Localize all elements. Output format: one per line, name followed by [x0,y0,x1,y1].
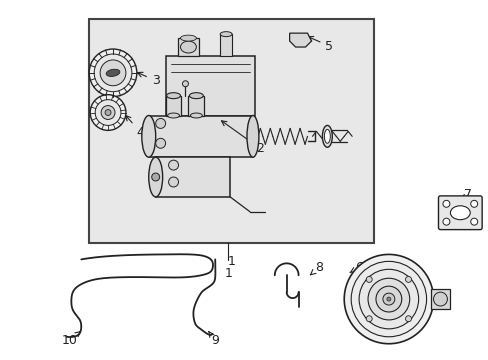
Circle shape [442,201,449,207]
Bar [89,19,373,243]
Circle shape [366,276,371,282]
Text: 2: 2 [221,121,264,155]
Circle shape [366,316,371,322]
Circle shape [405,276,411,282]
Text: 4: 4 [125,116,144,139]
Ellipse shape [106,69,120,76]
Circle shape [367,278,409,320]
Circle shape [168,177,178,187]
Ellipse shape [142,116,155,157]
Ellipse shape [449,206,469,220]
Text: 6: 6 [349,261,362,274]
FancyBboxPatch shape [438,196,481,230]
Circle shape [470,201,477,207]
Circle shape [382,293,394,305]
Circle shape [90,95,126,130]
Circle shape [350,261,426,337]
Ellipse shape [324,129,330,143]
Circle shape [182,81,188,87]
Bar [177,38,199,56]
Bar [148,116,252,157]
Ellipse shape [180,35,196,41]
Circle shape [375,286,401,312]
Bar [429,289,449,309]
Text: 1: 1 [228,255,236,268]
Circle shape [405,316,411,322]
Text: 7: 7 [460,188,471,201]
Ellipse shape [180,41,196,53]
Ellipse shape [166,93,180,99]
Circle shape [344,255,433,344]
Bar [165,56,254,116]
Text: 8: 8 [310,261,323,275]
Ellipse shape [322,125,332,147]
Ellipse shape [190,113,202,118]
Circle shape [155,138,165,148]
Circle shape [155,118,165,129]
Text: 3: 3 [137,72,159,87]
Polygon shape [289,33,311,47]
Circle shape [442,218,449,225]
Bar [155,157,230,197]
Circle shape [433,292,447,306]
Bar [220,34,232,56]
Circle shape [358,269,418,329]
Ellipse shape [167,113,179,118]
Ellipse shape [189,93,203,99]
Circle shape [168,160,178,170]
Circle shape [89,49,137,96]
Bar [188,96,204,116]
Circle shape [100,60,126,86]
Ellipse shape [220,32,232,37]
Ellipse shape [246,116,258,157]
Text: 1: 1 [224,267,232,280]
Circle shape [94,54,132,92]
Ellipse shape [148,157,163,197]
Circle shape [386,297,390,301]
Bar [165,96,181,116]
Circle shape [95,100,121,125]
Text: 5: 5 [307,36,333,53]
Text: 9: 9 [208,331,219,347]
Circle shape [151,173,160,181]
Circle shape [470,218,477,225]
Circle shape [101,105,115,120]
Circle shape [105,109,111,116]
Text: 10: 10 [61,332,81,347]
